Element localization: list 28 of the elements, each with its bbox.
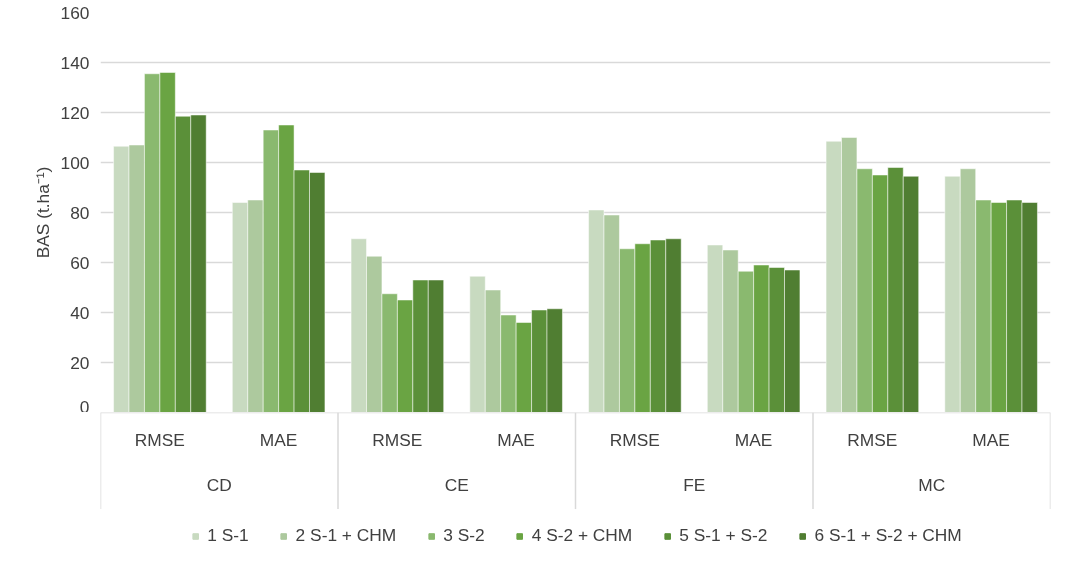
legend-label: 5 S-1 + S-2 bbox=[679, 525, 768, 546]
x-tick-label: MAE bbox=[734, 429, 773, 450]
y-tick-label: 160 bbox=[60, 2, 90, 23]
x-tick-label: MAE bbox=[259, 429, 298, 450]
y-tick-label: 40 bbox=[70, 302, 90, 323]
y-tick-label: 20 bbox=[70, 352, 90, 373]
text: MC bbox=[918, 474, 946, 495]
y-tick-label: 140 bbox=[60, 52, 90, 73]
x-tick-label: RMSE bbox=[847, 429, 898, 450]
y-axis-title: BAS (t.ha⁻¹) bbox=[32, 166, 53, 259]
text: CE bbox=[444, 474, 469, 495]
x-tick-label: RMSE bbox=[134, 429, 185, 450]
legend-label: 3 S-2 bbox=[443, 525, 485, 546]
legend-label: 2 S-1 + CHM bbox=[295, 525, 397, 546]
legend-label: 1 S-1 bbox=[207, 525, 249, 546]
x-tick-label: MAE bbox=[497, 429, 535, 450]
y-tick-label: 80 bbox=[70, 202, 90, 223]
y-tick-label: 120 bbox=[60, 102, 90, 123]
y-tick-label: 60 bbox=[70, 252, 90, 273]
x-tick-label: MAE bbox=[972, 429, 1010, 450]
x-tick-label: RMSE bbox=[609, 429, 660, 450]
y-tick-label: 100 bbox=[60, 152, 90, 173]
text: FE bbox=[683, 474, 706, 495]
text: CD bbox=[206, 474, 232, 495]
y-tick-label: 0 bbox=[79, 396, 90, 417]
x-tick-label: RMSE bbox=[372, 429, 423, 450]
legend-label: 4 S-2 + CHM bbox=[531, 525, 633, 546]
legend-label: 6 S-1 + S-2 + CHM bbox=[814, 525, 962, 546]
